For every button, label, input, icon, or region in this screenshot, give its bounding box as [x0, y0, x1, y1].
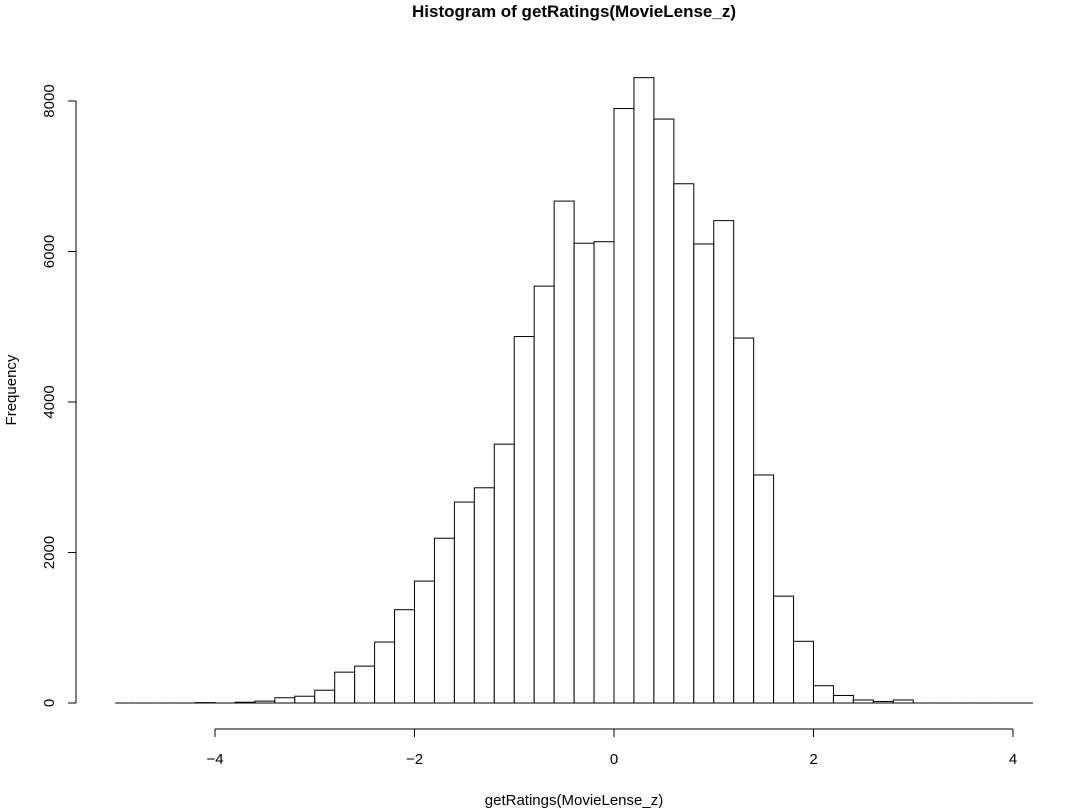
- y-tick-label: 6000: [41, 235, 58, 268]
- histogram-bar: [773, 595, 795, 704]
- y-tick-label: 0: [41, 699, 58, 707]
- histogram-bar: [573, 242, 595, 704]
- histogram-bar: [832, 694, 854, 704]
- x-tick-label: 4: [1009, 751, 1017, 768]
- histogram-bar: [473, 487, 495, 704]
- histogram-bar: [553, 200, 575, 704]
- y-tick-label: 8000: [41, 84, 58, 117]
- histogram-bar: [613, 108, 635, 704]
- histogram-bar: [354, 665, 376, 704]
- histogram-bar: [334, 671, 356, 704]
- x-tick-label: −2: [406, 751, 423, 768]
- histogram-bar: [793, 640, 814, 704]
- histogram-bar: [633, 77, 655, 704]
- histogram-bar: [852, 699, 874, 704]
- histogram-bar: [414, 580, 435, 704]
- histogram-bar: [433, 537, 455, 704]
- histogram-bar: [593, 241, 615, 704]
- histogram-bar: [693, 243, 715, 704]
- y-tick-label: 4000: [41, 385, 58, 418]
- y-axis-label: Frequency: [3, 354, 20, 425]
- bars-group: [115, 77, 1033, 704]
- histogram-bar: [274, 697, 296, 704]
- histogram-bar: [294, 695, 316, 704]
- histogram-bar: [254, 700, 276, 704]
- histogram-bar: [314, 689, 336, 704]
- histogram-bar: [813, 685, 834, 704]
- histogram-bar: [753, 474, 775, 704]
- x-tick-label: −4: [206, 751, 223, 768]
- histogram-bar: [394, 609, 415, 704]
- histogram-bar: [673, 183, 695, 704]
- chart-title: Histogram of getRatings(MovieLense_z): [412, 2, 736, 21]
- x-axis: −4 −2 0 2 4: [206, 728, 1017, 768]
- histogram-bar: [453, 501, 475, 704]
- histogram-bar: [713, 220, 735, 704]
- histogram-bar: [493, 443, 515, 704]
- histogram-bar: [872, 700, 894, 704]
- y-tick-label: 2000: [41, 536, 58, 569]
- x-tick-label: 2: [809, 751, 817, 768]
- histogram-bar: [234, 701, 256, 704]
- histogram-bar: [653, 118, 675, 704]
- y-axis: 0 2000 4000 6000 8000: [41, 84, 77, 707]
- histogram-bar: [374, 641, 396, 704]
- histogram-bar: [513, 336, 535, 704]
- x-tick-label: 0: [610, 751, 618, 768]
- histogram-bar: [892, 699, 914, 704]
- histogram-bar: [733, 337, 755, 704]
- x-axis-label: getRatings(MovieLense_z): [485, 792, 663, 809]
- histogram-bar: [533, 285, 555, 704]
